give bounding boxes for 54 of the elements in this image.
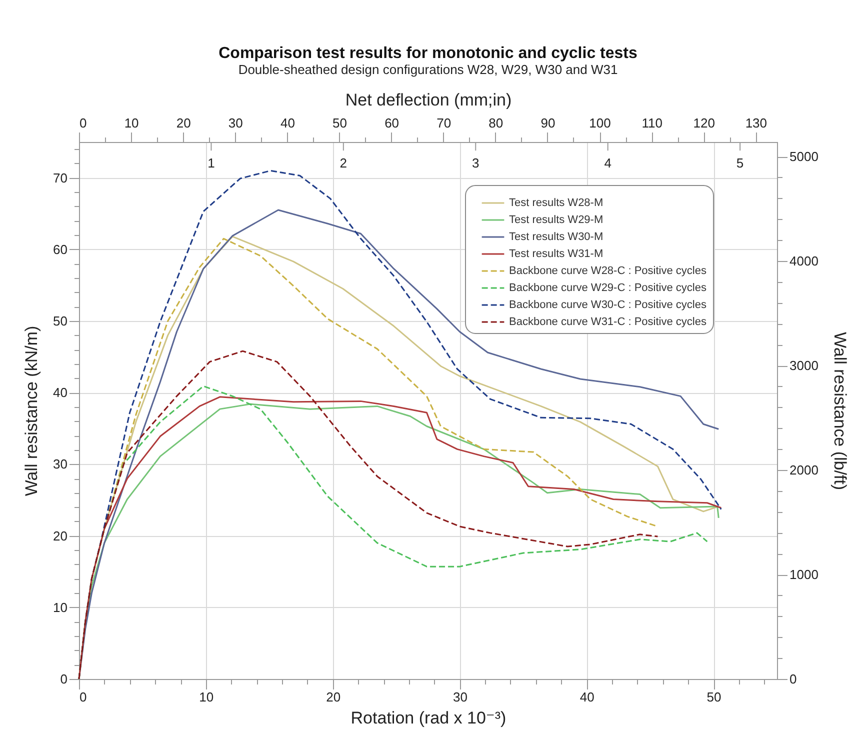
- x2-tick-label: 130: [745, 116, 768, 130]
- y-tick-label: 30: [53, 456, 68, 472]
- y2-tick-label: 4000: [790, 254, 818, 269]
- x-axis-title: Rotation (rad x 10⁻³): [350, 708, 506, 728]
- x2-tick-label: 40: [280, 116, 295, 130]
- legend-label: Backbone curve W30-C : Positive cycles: [509, 299, 707, 311]
- y-tick-label: 20: [53, 528, 68, 544]
- y-tick-label: 40: [53, 385, 68, 400]
- x-tick-label: 30: [452, 690, 468, 704]
- y2-tick-label: 5000: [790, 149, 818, 164]
- x2-tick-label: 50: [332, 116, 347, 130]
- chart-title: Comparison test results for monotonic and cyclic tests: [218, 45, 638, 62]
- y-tick-label: 0: [60, 672, 68, 686]
- y2-tick-label: 1000: [790, 567, 818, 582]
- annotation: 1: [208, 155, 215, 170]
- legend-label: Backbone curve W31-C : Positive cycles: [509, 316, 707, 328]
- x2-tick-label: 110: [642, 116, 662, 130]
- x2-tick-label: 80: [488, 116, 504, 130]
- x2-tick-label: 0: [80, 116, 87, 130]
- legend-label: Test results W31-M: [509, 248, 604, 260]
- x-tick-label: 40: [580, 690, 594, 704]
- x2-tick-label: 60: [384, 116, 400, 130]
- legend-label: Backbone curve W28-C : Positive cycles: [509, 265, 707, 277]
- line-series: [78, 350, 658, 680]
- legend-label: Test results W28-M: [509, 197, 604, 209]
- y2-tick-label: 0: [790, 672, 797, 686]
- annotation: 4: [604, 155, 612, 170]
- x2-tick-label: 20: [176, 116, 191, 130]
- x2-tick-label: 10: [124, 116, 139, 130]
- legend-label: Backbone curve W29-C : Positive cycles: [509, 282, 707, 294]
- y2-tick-label: 3000: [790, 358, 818, 374]
- y2-axis-title: Wall resistance (lb/ft): [830, 332, 850, 490]
- x2-tick-label: 30: [228, 116, 243, 130]
- annotation: 2: [340, 155, 348, 170]
- x2-tick-label: 70: [436, 116, 452, 130]
- annotation: 3: [472, 155, 480, 170]
- x-tick-label: 0: [80, 690, 87, 704]
- y2-tick-label: 2000: [790, 462, 818, 478]
- x2-tick-label: 90: [540, 116, 556, 130]
- y-tick-label: 60: [53, 242, 68, 257]
- x-tick-label: 20: [326, 690, 341, 704]
- y-axis-title: Wall resistance (kN/m): [22, 326, 42, 496]
- y-tick-label: 70: [53, 170, 68, 186]
- x2-tick-label: 120: [693, 116, 715, 130]
- y-tick-label: 10: [53, 600, 68, 615]
- x2-axis-title: Net deflection (mm;in): [345, 90, 512, 110]
- annotation: 5: [736, 155, 744, 170]
- legend-label: Test results W29-M: [509, 214, 604, 226]
- legend-label: Test results W30-M: [509, 231, 604, 243]
- x-tick-label: 10: [199, 690, 214, 704]
- chart-subtitle: Double-sheathed design configurations W28, W29, W30 and W31: [238, 62, 618, 77]
- x-tick-label: 50: [706, 690, 722, 704]
- y-tick-label: 50: [53, 314, 68, 328]
- x2-tick-label: 100: [589, 116, 611, 130]
